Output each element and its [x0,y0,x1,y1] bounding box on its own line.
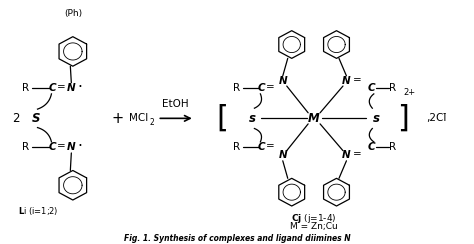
Text: N: N [342,76,351,86]
Text: 2+: 2+ [403,89,416,97]
Text: =: = [353,75,362,85]
Text: s: s [373,112,380,125]
Text: C: C [367,83,375,93]
Text: N: N [67,142,76,152]
Text: Fig. 1. Synthesis of complexes and ligand diimines N: Fig. 1. Synthesis of complexes and ligan… [124,234,350,243]
Text: C: C [367,142,375,152]
Text: [: [ [216,104,228,133]
Text: (Ph): (Ph) [64,9,82,18]
Text: R: R [22,83,29,93]
Text: M: M [308,112,320,125]
Text: R: R [233,142,240,152]
Text: ,2Cl: ,2Cl [426,113,447,123]
Text: N: N [67,83,76,93]
Text: R: R [22,142,29,152]
Text: R: R [389,142,396,152]
Text: N: N [278,150,287,160]
Text: ]: ] [397,104,409,133]
Text: EtOH: EtOH [163,99,189,109]
Text: $\bf{Cj}$ (j=1-4): $\bf{Cj}$ (j=1-4) [292,212,337,225]
Text: MCl: MCl [129,113,149,123]
Text: =: = [266,82,275,92]
Text: 2: 2 [12,112,19,125]
Text: +: + [111,111,124,126]
Text: s: s [248,112,255,125]
Text: =: = [353,149,362,159]
Text: =: = [57,142,66,152]
Text: R: R [233,83,240,93]
Text: C: C [258,142,266,152]
Text: =: = [266,141,275,151]
Text: C: C [49,142,57,152]
Text: R: R [389,83,396,93]
Text: 2: 2 [149,118,154,127]
Text: N: N [342,150,351,160]
Text: ·: · [78,139,83,154]
Text: ·: · [78,80,83,95]
Text: N: N [278,76,287,86]
Text: -: - [443,109,446,118]
Text: C: C [258,83,266,93]
Text: $\bf{L}$i (i=1;2): $\bf{L}$i (i=1;2) [18,205,59,217]
Text: C: C [49,83,57,93]
Text: M = Zn;Cu: M = Zn;Cu [290,222,338,231]
Text: =: = [57,82,66,92]
Text: S: S [32,112,41,125]
